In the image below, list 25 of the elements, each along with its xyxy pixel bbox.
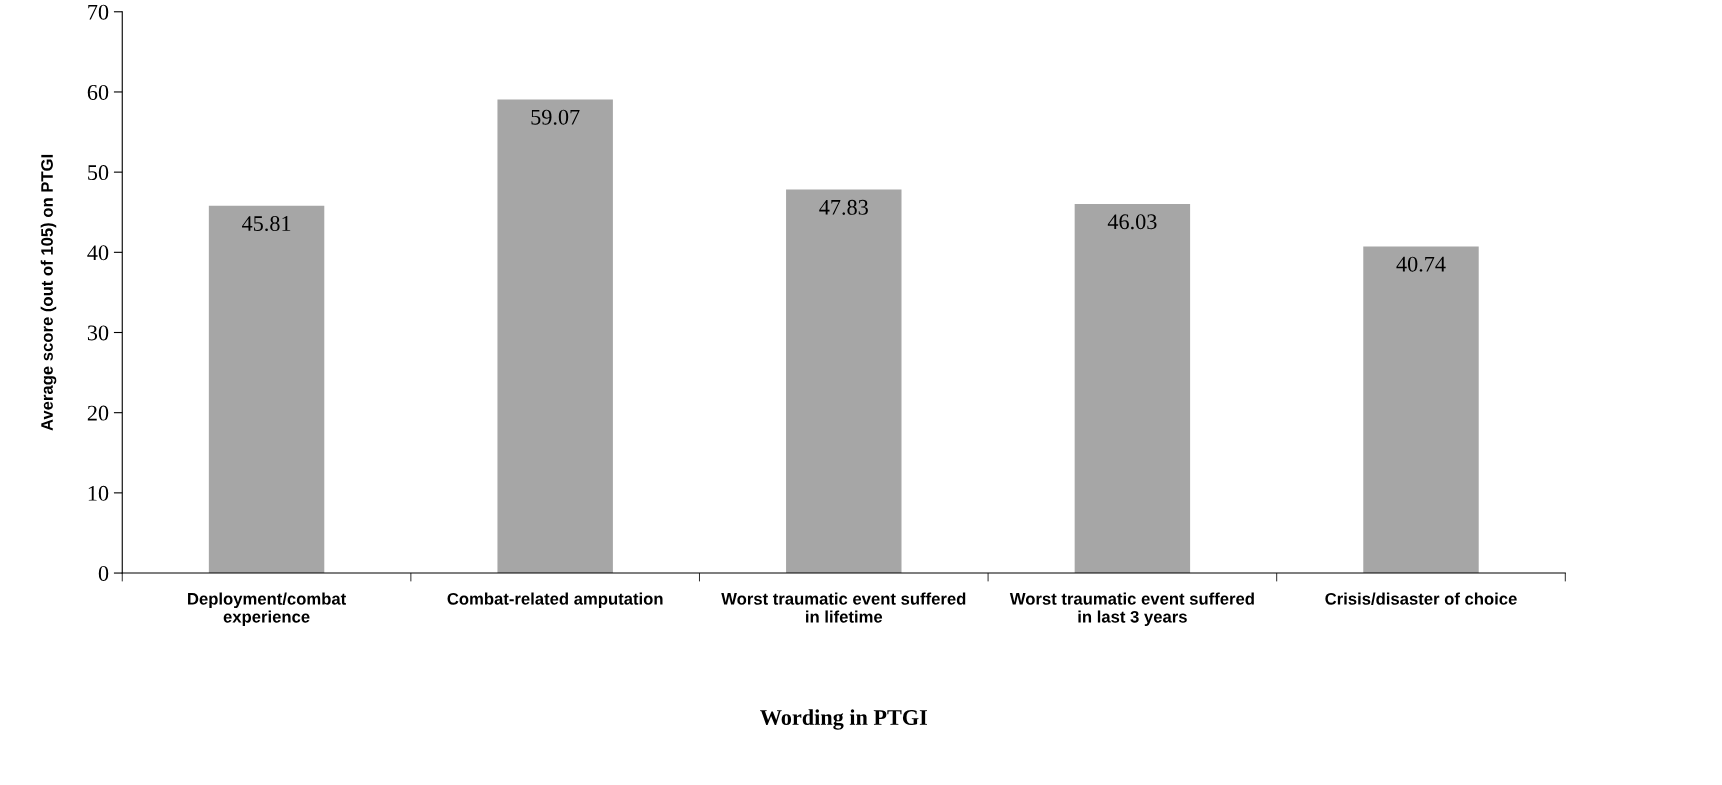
x-tick-label: Worst traumatic event suffered in lifetime: [721, 592, 966, 623]
y-tick-label: 60: [87, 84, 109, 100]
data-label: 40.74: [1396, 256, 1446, 272]
x-tick-label: Crisis/disaster of choice: [1325, 592, 1517, 605]
y-tick-label: 10: [88, 485, 109, 501]
bar: [1074, 203, 1191, 574]
bar: [786, 189, 902, 574]
bar: [208, 205, 325, 574]
data-label: 46.03: [1107, 214, 1157, 230]
y-tick-label: 50: [88, 165, 109, 181]
bar: [1363, 246, 1479, 574]
bar: [497, 99, 613, 574]
x-tick-label: Worst traumatic event suffered in last 3 years: [1009, 592, 1254, 626]
y-tick-label: 0: [98, 565, 109, 581]
x-tick-label: Combat-related amputation: [447, 592, 663, 609]
y-tick-label: 70: [88, 4, 109, 20]
y-tick-label: 40: [87, 245, 109, 261]
data-label: 47.83: [819, 199, 868, 215]
x-axis-title: Wording in PTGI: [760, 709, 928, 730]
data-label: 45.81: [242, 216, 291, 232]
x-tick-label: Deployment/combat experience: [188, 592, 347, 626]
y-tick-label: 30: [87, 325, 109, 341]
y-tick-label: 20: [87, 405, 109, 421]
data-label: 59.07: [531, 109, 580, 125]
y-axis-title: Average score (out of 105) on PTGI: [40, 154, 57, 431]
